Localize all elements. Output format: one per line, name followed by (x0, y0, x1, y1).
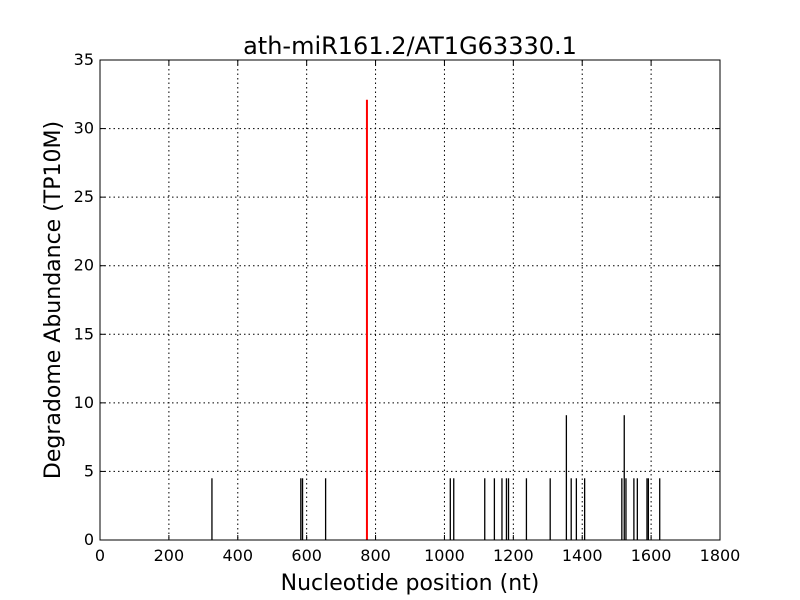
x-tick-label: 400 (223, 546, 254, 565)
data-bars (211, 99, 661, 540)
x-tick-label: 1600 (631, 546, 672, 565)
x-tick-label: 1000 (424, 546, 465, 565)
y-tick-label: 10 (74, 393, 94, 412)
x-tick-label: 1400 (562, 546, 603, 565)
y-tick-label: 0 (84, 530, 94, 549)
y-tick-label: 35 (74, 50, 94, 69)
plot-area-frame (99, 59, 721, 541)
x-axis-label: Nucleotide position (nt) (281, 571, 540, 596)
axis-ticks: 0 200 400 600 800 1000 1200 1400 1600 1800 0 5 10 15 2… (74, 50, 741, 565)
x-tick-label: 600 (291, 546, 322, 565)
x-tick-label: 1200 (493, 546, 534, 565)
x-tick-label: 1800 (700, 546, 741, 565)
chart-title: ath-miR161.2/AT1G63330.1 (243, 32, 577, 60)
y-tick-label: 30 (74, 119, 94, 138)
y-tick-label: 20 (74, 256, 94, 275)
grid (100, 60, 720, 540)
y-tick-label: 25 (74, 187, 94, 206)
x-tick-label: 200 (154, 546, 185, 565)
x-tick-label: 0 (95, 546, 105, 565)
y-tick-label: 15 (74, 324, 94, 343)
y-axis-label: Degradome Abundance (TP10M) (41, 121, 66, 479)
y-tick-label: 5 (84, 461, 94, 480)
x-tick-label: 800 (360, 546, 391, 565)
